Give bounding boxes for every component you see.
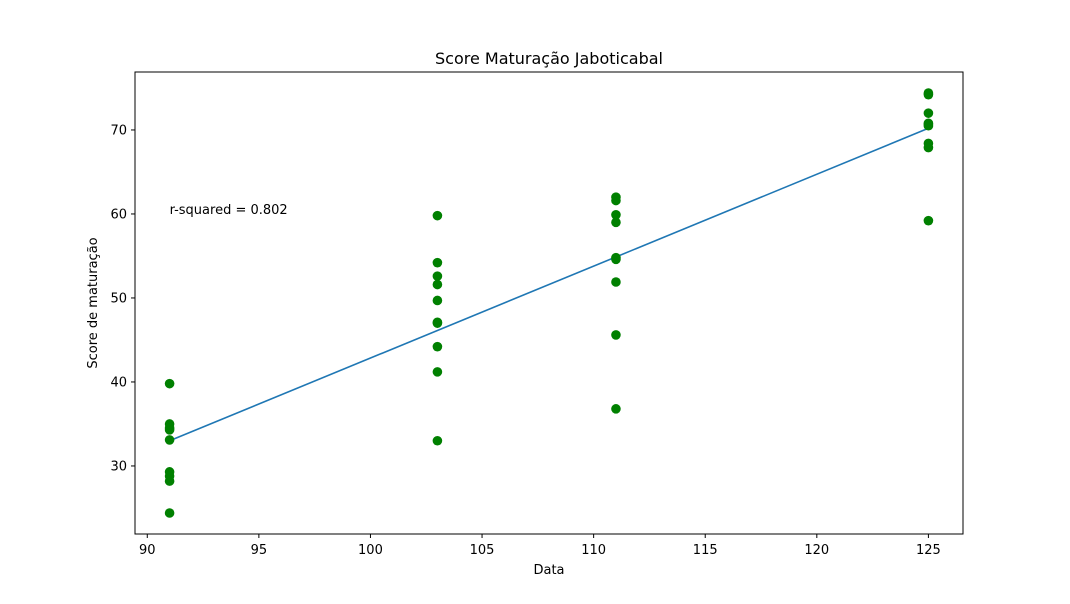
data-point: [432, 295, 443, 306]
x-tick-label: 125: [916, 543, 941, 558]
data-point: [164, 508, 175, 518]
data-point: [611, 217, 621, 228]
data-point: [611, 404, 621, 414]
data-point: [164, 378, 175, 389]
data-point: [432, 271, 443, 281]
y-axis-ticks: 30 40 50 60 70: [110, 123, 135, 474]
x-axis-label: Data: [533, 563, 564, 578]
x-tick-label: 100: [358, 543, 383, 558]
fit-line-layer: [169, 127, 929, 442]
data-point: [923, 119, 934, 129]
data-point: [432, 367, 443, 377]
y-axis-label: Score de maturação: [86, 237, 101, 368]
data-point: [923, 108, 934, 118]
data-point: [611, 330, 621, 340]
y-tick-label: 60: [110, 207, 127, 222]
x-tick-label: 90: [139, 543, 156, 558]
y-tick-label: 40: [110, 375, 127, 390]
data-point: [164, 435, 175, 445]
data-point: [611, 210, 621, 220]
x-tick-label: 120: [804, 543, 829, 558]
plot-area-frame: [134, 71, 964, 535]
data-point: [611, 277, 621, 287]
x-tick-label: 110: [581, 543, 606, 558]
data-point: [611, 195, 621, 206]
regression-line: [169, 127, 929, 442]
x-tick-label: 95: [251, 543, 268, 558]
data-points-layer: [164, 88, 934, 518]
y-tick-label: 50: [110, 291, 127, 306]
data-point: [432, 210, 443, 221]
data-point: [923, 142, 934, 153]
data-point: [432, 279, 443, 290]
y-tick-label: 70: [110, 123, 127, 138]
data-point: [611, 254, 621, 265]
x-tick-label: 105: [470, 543, 495, 558]
data-point: [432, 341, 443, 352]
r-squared-annotation: r-squared = 0.802: [170, 203, 288, 218]
x-axis-ticks: 90 95 100 105 110 115 120 125: [139, 534, 941, 558]
data-point: [923, 215, 934, 226]
y-tick-label: 30: [110, 459, 127, 474]
data-point: [432, 257, 443, 268]
chart-title: Score Maturação Jaboticabal: [435, 49, 663, 68]
data-point: [164, 425, 175, 435]
data-point: [164, 476, 175, 486]
data-point: [432, 318, 443, 328]
data-point: [432, 435, 443, 446]
x-tick-label: 115: [693, 543, 718, 558]
data-point: [923, 89, 934, 100]
